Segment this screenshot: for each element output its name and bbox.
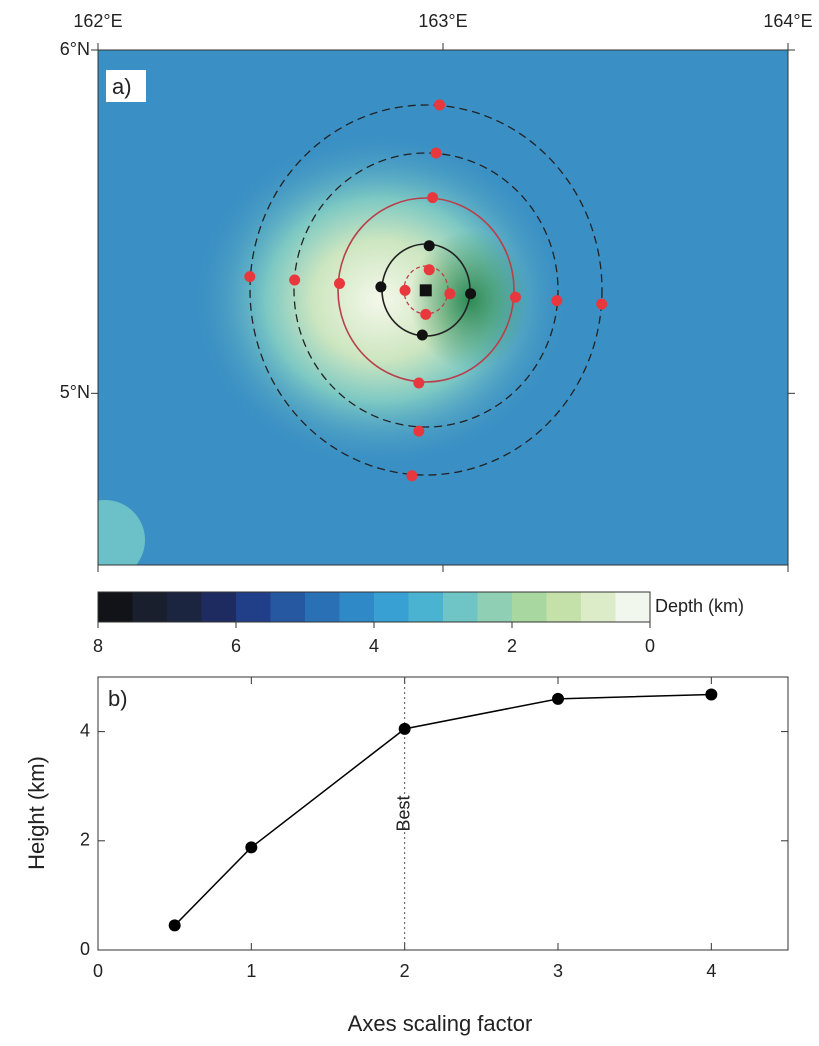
- colorbar-swatch: [98, 592, 133, 622]
- y-tick-label: 2: [80, 830, 90, 850]
- colorbar-swatch: [340, 592, 375, 622]
- colorbar-swatch: [443, 592, 478, 622]
- x-tick-label: 2: [400, 961, 410, 981]
- map-point: [244, 271, 255, 282]
- colorbar-label: Depth (km): [655, 596, 744, 616]
- map-point: [334, 278, 345, 289]
- colorbar-swatch: [133, 592, 168, 622]
- colorbar-tick-label: 4: [369, 636, 379, 656]
- y-axis-label: Height (km): [24, 756, 49, 870]
- point: [552, 693, 564, 705]
- colorbar-swatch: [374, 592, 409, 622]
- map-point: [465, 288, 476, 299]
- colorbar-swatch: [236, 592, 271, 622]
- map-point: [406, 470, 417, 481]
- figure: a) Depth (km) b) Axes scaling factor Hei…: [0, 0, 819, 1041]
- map-point: [434, 99, 445, 110]
- point: [169, 919, 181, 931]
- map-point: [375, 281, 386, 292]
- map-point: [510, 292, 521, 303]
- x-tick-label: 4: [706, 961, 716, 981]
- map-point: [596, 299, 607, 310]
- center-point: [420, 284, 432, 296]
- y-tick-label: 5°N: [60, 382, 90, 402]
- point: [245, 841, 257, 853]
- colorbar-swatch: [512, 592, 547, 622]
- x-tick-label: 162°E: [73, 11, 122, 31]
- colorbar-tick-label: 2: [507, 636, 517, 656]
- colorbar-swatch: [409, 592, 444, 622]
- map-point: [417, 329, 428, 340]
- point: [705, 688, 717, 700]
- map-point: [413, 426, 424, 437]
- x-axis-label: Axes scaling factor: [348, 1011, 533, 1036]
- panel-label: b): [108, 686, 128, 711]
- x-tick-label: 3: [553, 961, 563, 981]
- annotation: Best: [393, 795, 413, 831]
- point: [399, 723, 411, 735]
- map-point: [413, 378, 424, 389]
- y-tick-label: 0: [80, 939, 90, 959]
- y-tick-label: 6°N: [60, 39, 90, 59]
- map-point: [289, 275, 300, 286]
- colorbar-swatch: [616, 592, 651, 622]
- panel-label: a): [112, 74, 132, 99]
- colorbar-swatch: [478, 592, 513, 622]
- map-point: [551, 295, 562, 306]
- colorbar-swatch: [581, 592, 616, 622]
- line: [175, 694, 712, 925]
- colorbar-swatch: [305, 592, 340, 622]
- x-tick-label: 0: [93, 961, 103, 981]
- colorbar-swatch: [547, 592, 582, 622]
- colorbar-swatch: [202, 592, 237, 622]
- map-point: [431, 148, 442, 159]
- colorbar-tick-label: 6: [231, 636, 241, 656]
- x-tick-label: 163°E: [418, 11, 467, 31]
- map-point: [424, 240, 435, 251]
- y-tick-label: 4: [80, 720, 90, 740]
- map-point: [444, 288, 455, 299]
- x-tick-label: 164°E: [763, 11, 812, 31]
- map-point: [420, 309, 431, 320]
- map-point: [400, 285, 411, 296]
- colorbar-tick-label: 8: [93, 636, 103, 656]
- colorbar-swatch: [167, 592, 202, 622]
- map-point: [427, 192, 438, 203]
- colorbar-tick-label: 0: [645, 636, 655, 656]
- map-point: [424, 264, 435, 275]
- colorbar-swatch: [271, 592, 306, 622]
- x-tick-label: 1: [246, 961, 256, 981]
- plot-frame: [98, 677, 788, 950]
